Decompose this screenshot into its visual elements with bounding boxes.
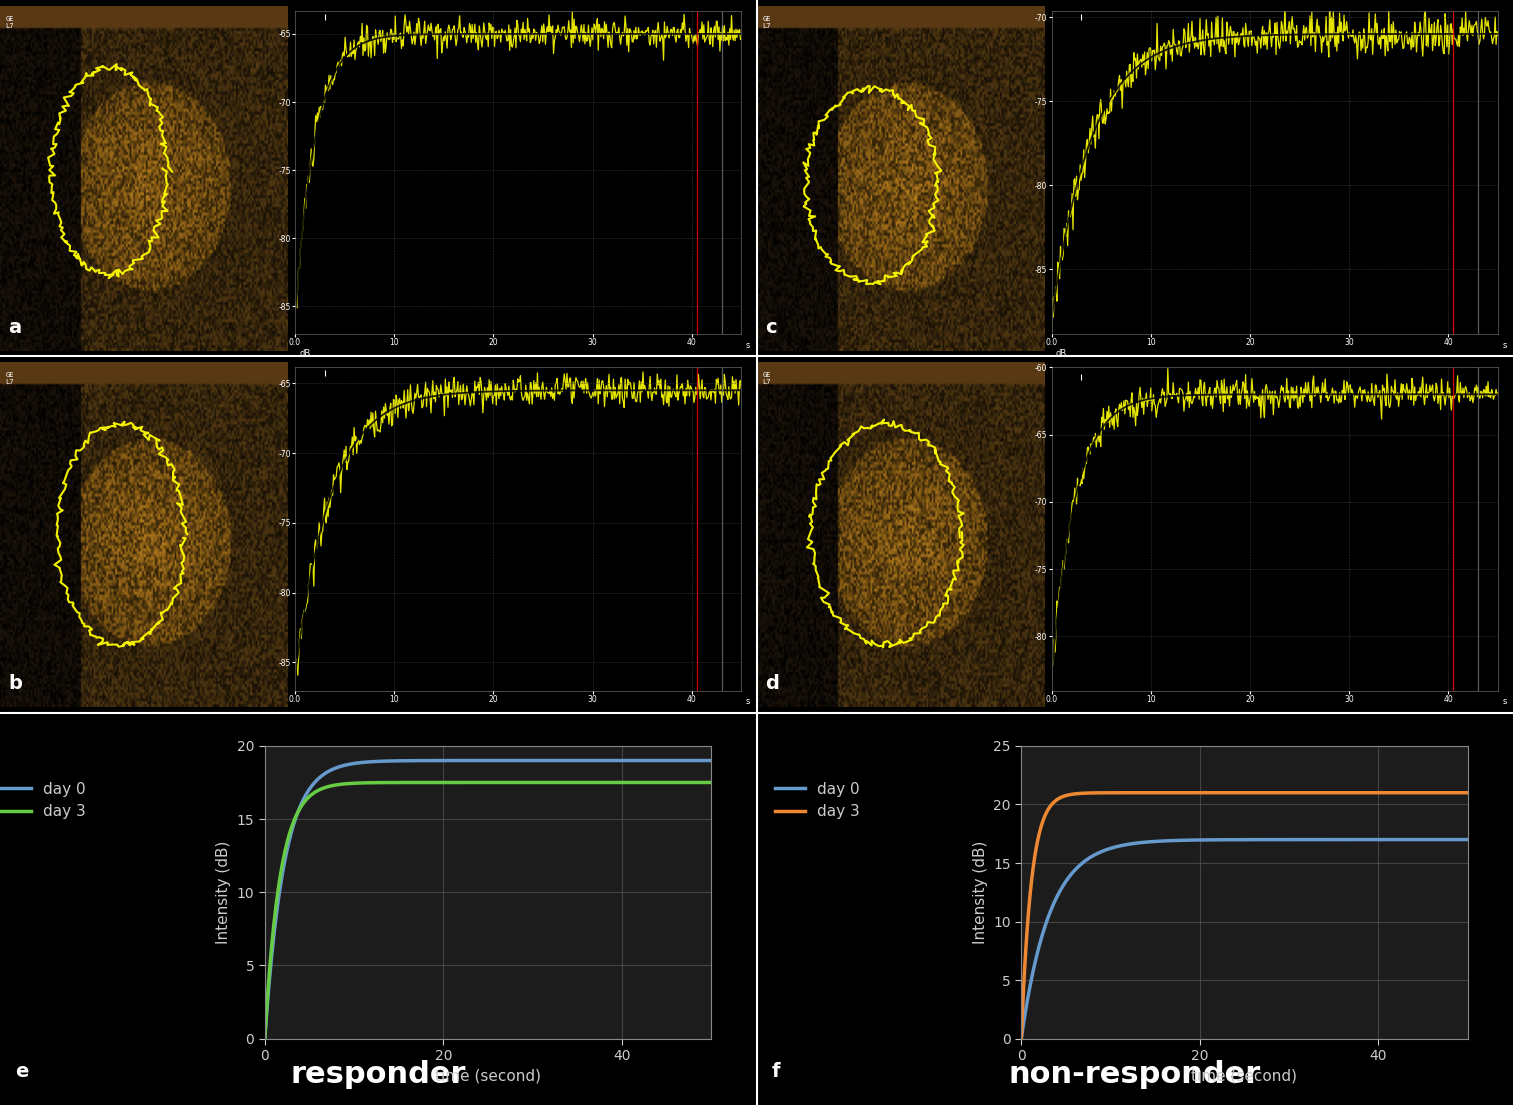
day 3 [519,776,537,789]
Text: GE
L7: GE L7 [6,15,14,29]
Text: b: b [9,674,23,694]
day 0 [1310,833,1328,846]
day 3 [334,777,353,790]
Text: s: s [1502,340,1507,349]
day 0 [1275,833,1294,846]
Text: f: f [772,1063,781,1082]
Legend: day 0, day 3: day 0, day 3 [770,777,865,823]
day 3 [1091,786,1109,799]
day 3 [1127,786,1145,799]
day 0 [457,754,475,767]
day 3 [256,1032,274,1045]
Text: e: e [15,1063,29,1082]
Legend: day 0, day 3: day 0, day 3 [0,777,91,823]
Y-axis label: Intensity (dB): Intensity (dB) [216,841,231,944]
day 0 [1348,833,1366,846]
day 3 [1213,786,1232,799]
Line: day 0: day 0 [265,760,711,1039]
X-axis label: time (second): time (second) [1191,1069,1298,1084]
Text: GE
L7: GE L7 [763,15,770,29]
Text: a: a [9,318,21,337]
X-axis label: time (second): time (second) [434,1069,542,1084]
day 3 [1459,786,1477,799]
day 0 [371,755,389,768]
Y-axis label: Intensity (dB): Intensity (dB) [973,841,988,944]
Text: dB: dB [300,0,310,1]
day 0 [1459,833,1477,846]
day 0 [554,754,572,767]
day 3 [457,776,475,789]
Text: GE
L7: GE L7 [763,372,770,386]
day 0 [519,754,537,767]
day 0 [592,754,610,767]
Text: d: d [766,674,779,694]
Text: responder: responder [290,1061,466,1090]
day 3 [702,776,720,789]
day 3 [1348,786,1366,799]
Line: day 3: day 3 [265,782,711,1039]
day 3 [554,776,572,789]
day 3 [1012,1032,1030,1045]
day 3 [1387,786,1406,799]
day 0 [256,1032,274,1045]
Text: dB: dB [300,349,310,358]
day 3 [592,776,610,789]
day 3 [371,776,389,789]
Text: dB: dB [1056,349,1067,358]
day 0 [334,759,353,772]
Line: day 3: day 3 [1021,792,1468,1039]
Text: s: s [746,340,750,349]
day 0 [1012,1032,1030,1045]
Text: s: s [1502,697,1507,706]
day 0 [1091,845,1109,859]
Text: dB: dB [1056,0,1067,1]
Text: GE
L7: GE L7 [6,372,14,386]
day 0 [1213,833,1232,846]
day 0 [1127,836,1145,850]
day 0 [702,754,720,767]
Text: c: c [766,318,776,337]
Text: non-responder: non-responder [1009,1061,1260,1090]
Line: day 0: day 0 [1021,840,1468,1039]
day 3 [1310,786,1328,799]
Text: s: s [746,697,750,706]
day 3 [1275,786,1294,799]
